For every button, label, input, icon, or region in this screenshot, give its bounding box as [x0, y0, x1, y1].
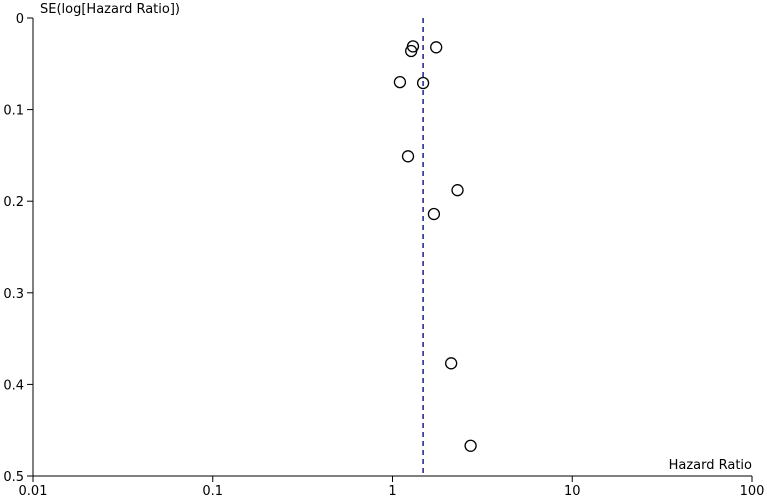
- data-point: [451, 184, 464, 197]
- data-point: [405, 44, 418, 58]
- axes: 0 0.1 0.2 0.3 0.4 0.50.01 0.1 1 10 100: [3, 12, 764, 497]
- x-tick-label: 100: [740, 484, 765, 497]
- x-tick-label: 0.01: [19, 484, 48, 497]
- data-point: [464, 439, 477, 452]
- y-tick-label: 0.5: [3, 470, 24, 485]
- x-tick-label: 0.1: [202, 484, 223, 497]
- x-axis-label: Hazard Ratio: [669, 458, 752, 473]
- x-tick-label: 10: [564, 484, 581, 497]
- data-point: [427, 207, 441, 221]
- y-tick-label: 0.4: [3, 378, 24, 393]
- y-tick-label: 0.1: [3, 104, 24, 119]
- y-tick-label: 0: [16, 12, 24, 27]
- data-points: [393, 40, 477, 452]
- y-tick-label: 0.2: [3, 195, 24, 210]
- data-point: [401, 150, 415, 163]
- data-point: [445, 357, 458, 370]
- x-tick-label: 1: [388, 484, 396, 497]
- data-point: [430, 41, 443, 54]
- data-point: [393, 75, 407, 89]
- data-point: [416, 76, 430, 90]
- y-axis-label: SE(log[Hazard Ratio]): [40, 2, 180, 17]
- y-tick-label: 0.3: [3, 287, 24, 302]
